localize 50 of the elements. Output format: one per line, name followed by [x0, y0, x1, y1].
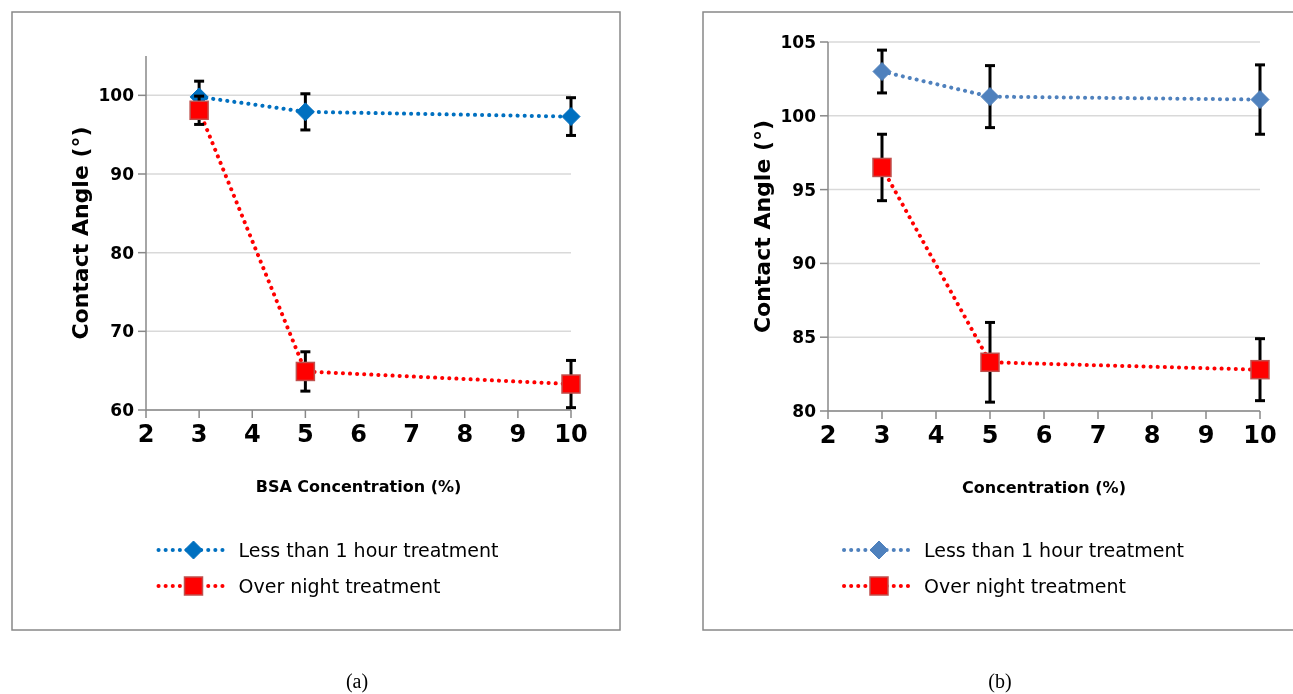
- x-tick-label: 2: [819, 421, 837, 449]
- x-axis-title: BSA Concentration (%): [255, 477, 462, 496]
- x-tick-label: 3: [873, 421, 891, 449]
- point: [872, 157, 892, 178]
- point: [1250, 359, 1270, 380]
- y-tick-label: 100: [98, 85, 135, 106]
- y-tick-label: 85: [792, 327, 816, 348]
- x-tick-label: 6: [350, 420, 367, 448]
- point: [980, 87, 1000, 107]
- x-tick-label: 9: [509, 420, 527, 448]
- point: [295, 361, 316, 382]
- y-tick-label: 60: [110, 399, 135, 420]
- x-tick-label: 7: [403, 420, 420, 448]
- point: [561, 107, 581, 127]
- x-tick-label: 10: [1243, 421, 1277, 449]
- point: [980, 352, 1000, 373]
- y-axis-title: Contact Angle (°): [68, 126, 93, 340]
- legend-label: Less than 1 hour treatment: [238, 538, 499, 561]
- x-tick-label: 6: [1035, 421, 1053, 449]
- y-tick-label: 105: [780, 31, 816, 52]
- y-tick-label: 80: [110, 242, 135, 263]
- text: (b): [988, 670, 1012, 693]
- legend-label: Over night treatment: [924, 574, 1126, 597]
- point: [872, 62, 892, 82]
- point: [561, 374, 581, 394]
- x-tick-label: 4: [927, 421, 945, 449]
- x-tick-label: 4: [243, 420, 261, 448]
- point: [189, 100, 209, 121]
- y-tick-label: 95: [792, 179, 816, 200]
- x-tick-label: 8: [456, 420, 474, 448]
- y-tick-label: 70: [110, 321, 135, 342]
- x-axis-title: Concentration (%): [962, 478, 1126, 497]
- x-tick-label: 8: [1143, 421, 1161, 449]
- text: (a): [345, 670, 369, 693]
- x-tick-label: 2: [137, 420, 155, 448]
- x-tick-label: 5: [297, 420, 314, 448]
- x-tick-label: 3: [190, 420, 208, 448]
- x-tick-label: 10: [554, 420, 588, 448]
- legend-label: Over night treatment: [238, 574, 441, 597]
- y-tick-label: 100: [780, 105, 817, 126]
- legend-label: Less than 1 hour treatment: [924, 538, 1184, 561]
- x-tick-label: 7: [1089, 421, 1107, 449]
- x-tick-label: 9: [1197, 421, 1215, 449]
- y-axis-title: Contact Angle (°): [750, 119, 775, 334]
- y-tick-label: 90: [110, 163, 135, 184]
- point: [295, 102, 315, 122]
- y-tick-label: 80: [792, 400, 817, 421]
- point: [1250, 90, 1270, 110]
- y-tick-label: 90: [792, 253, 817, 274]
- x-tick-label: 5: [981, 421, 999, 449]
